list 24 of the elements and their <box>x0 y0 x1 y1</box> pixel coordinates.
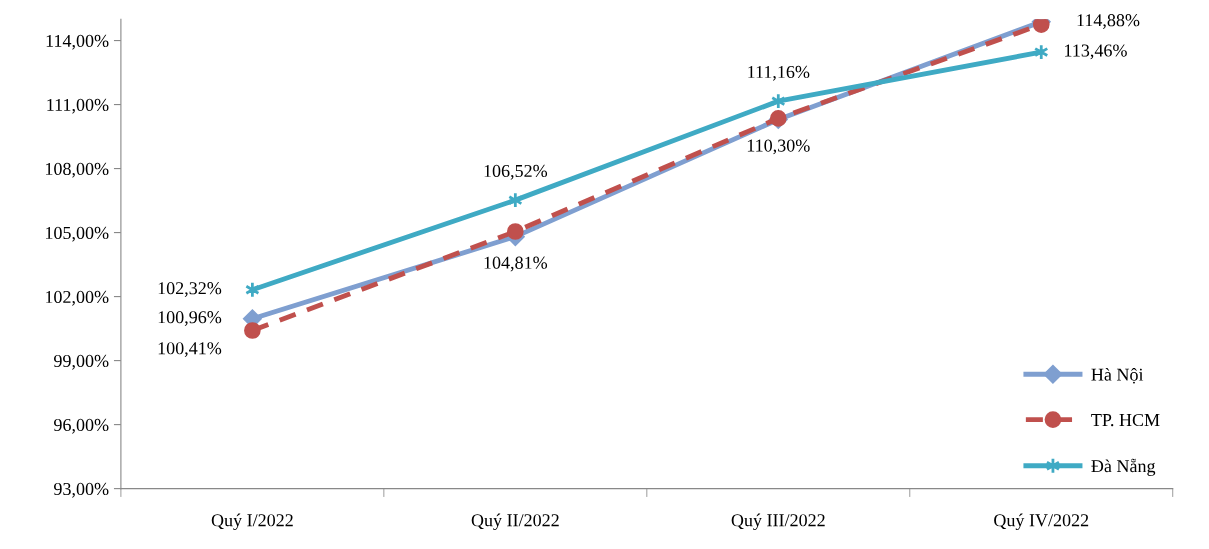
y-tick-label: 102,00% <box>45 290 109 306</box>
y-tick-label: 99,00% <box>54 354 109 370</box>
data-label: 100,41% <box>158 342 222 357</box>
y-tick-label: 105,00% <box>45 226 109 242</box>
data-label: 114,88% <box>1077 14 1140 29</box>
data-label: 106,52% <box>484 164 548 180</box>
data-label: 104,81% <box>484 256 548 272</box>
y-tick-label: 93,00% <box>54 482 109 498</box>
data-label: 111,16% <box>748 65 810 81</box>
y-tick-label: 114,00% <box>46 34 109 50</box>
data-label: 110,30% <box>747 139 810 155</box>
data-label: 100,96% <box>158 311 222 326</box>
legend-label: TP. HCM <box>1091 413 1160 427</box>
legend-label: Đà Nẵng <box>1091 458 1156 476</box>
x-tick-label: Quý I/2022 <box>211 513 293 531</box>
data-label: 102,32% <box>158 282 222 297</box>
y-tick-label: 111,00% <box>47 98 109 114</box>
x-tick-label: Quý II/2022 <box>471 513 559 531</box>
data-label: 113,46% <box>1065 44 1127 60</box>
y-tick-label: 96,00% <box>54 418 109 434</box>
legend-label: Hà Nội <box>1091 368 1144 384</box>
y-tick-label: 108,00% <box>45 162 109 178</box>
x-tick-label: Quý IV/2022 <box>994 513 1089 531</box>
x-tick-label: Quý III/2022 <box>731 513 825 531</box>
